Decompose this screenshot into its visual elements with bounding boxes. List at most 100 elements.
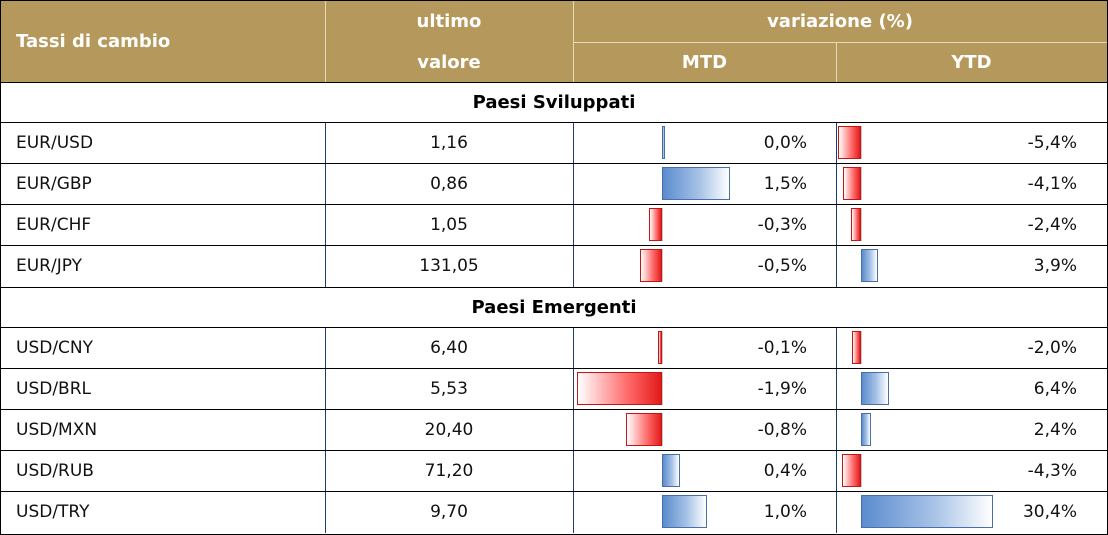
ytd-bar	[852, 331, 861, 364]
currency-pair: USD/BRL	[16, 379, 91, 399]
mtd-bar	[662, 167, 730, 200]
row-divider	[1, 409, 1107, 410]
ytd-bar	[861, 413, 872, 446]
section-heading: Paesi Emergenti	[1, 287, 1107, 328]
column-divider	[325, 492, 326, 533]
row-divider	[1, 450, 1107, 451]
ytd-change: -4,1%	[1027, 174, 1077, 194]
ytd-change: 6,4%	[1033, 379, 1077, 399]
column-divider	[836, 164, 837, 205]
ytd-change: -5,4%	[1027, 133, 1077, 153]
mtd-bar	[662, 454, 680, 487]
ytd-bar	[837, 126, 861, 159]
column-divider	[573, 492, 574, 533]
mtd-change: 0,4%	[763, 461, 807, 481]
column-divider	[573, 410, 574, 451]
mtd-change: 0,0%	[763, 133, 807, 153]
mtd-bar-axis	[662, 372, 663, 405]
header-tassi-di-cambio: Tassi di cambio	[16, 31, 171, 52]
table-row: USD/RUB 71,20 0,4% -4,3%	[1, 451, 1107, 492]
ytd-change: 30,4%	[1022, 502, 1077, 522]
column-divider	[325, 164, 326, 205]
currency-pair: USD/RUB	[16, 461, 94, 481]
mtd-bar	[662, 126, 665, 159]
header-divider	[573, 42, 1107, 43]
last-value: 5,53	[430, 379, 468, 399]
table-row: USD/BRL 5,53 -1,9% 6,4%	[1, 369, 1107, 410]
mtd-bar-axis	[662, 331, 663, 364]
mtd-bar	[662, 495, 707, 528]
ytd-bar	[843, 167, 861, 200]
mtd-bar-axis	[662, 249, 663, 282]
currency-pair: USD/TRY	[16, 502, 90, 522]
column-divider	[836, 410, 837, 451]
ytd-change: -2,0%	[1027, 338, 1077, 358]
last-value: 9,70	[430, 502, 468, 522]
column-divider	[573, 205, 574, 246]
ytd-bar	[861, 249, 878, 282]
header-variazione: variazione (%)	[767, 11, 913, 32]
mtd-change: -1,9%	[757, 379, 807, 399]
column-divider	[325, 246, 326, 287]
header-mtd: MTD	[681, 52, 728, 73]
column-divider	[573, 123, 574, 164]
mtd-change: -0,5%	[757, 256, 807, 276]
column-divider	[836, 369, 837, 410]
header-valore: valore	[417, 52, 481, 73]
table-row: USD/MXN 20,40 -0,8% 2,4%	[1, 410, 1107, 451]
mtd-change: -0,8%	[757, 420, 807, 440]
column-divider	[836, 451, 837, 492]
ytd-bar-axis	[861, 331, 862, 364]
row-divider	[1, 163, 1107, 164]
mtd-bar	[648, 208, 662, 241]
column-divider	[836, 492, 837, 533]
column-divider	[325, 123, 326, 164]
ytd-bar	[861, 372, 889, 405]
header-divider	[836, 42, 837, 82]
column-divider	[573, 369, 574, 410]
last-value: 6,40	[430, 338, 468, 358]
column-divider	[836, 205, 837, 246]
column-divider	[573, 164, 574, 205]
table-row: USD/CNY 6,40 -0,1% -2,0%	[1, 328, 1107, 369]
ytd-bar-axis	[861, 126, 862, 159]
currency-pair: USD/CNY	[16, 338, 94, 358]
mtd-bar	[639, 249, 662, 282]
column-divider	[325, 205, 326, 246]
mtd-bar	[576, 372, 662, 405]
table-row: USD/TRY 9,70 1,0% 30,4%	[1, 492, 1107, 533]
ytd-bar-axis	[861, 454, 862, 487]
header-divider	[325, 1, 326, 82]
table-row: EUR/CHF 1,05 -0,3% -2,4%	[1, 205, 1107, 246]
last-value: 1,16	[430, 133, 468, 153]
currency-pair: EUR/GBP	[16, 174, 92, 194]
header-ytd: YTD	[951, 52, 992, 73]
mtd-change: -0,3%	[757, 215, 807, 235]
last-value: 1,05	[430, 215, 468, 235]
mtd-bar-axis	[662, 208, 663, 241]
column-divider	[573, 451, 574, 492]
row-divider	[1, 245, 1107, 246]
column-divider	[836, 328, 837, 369]
currency-pair: EUR/JPY	[16, 256, 82, 276]
mtd-change: -0,1%	[757, 338, 807, 358]
column-divider	[325, 328, 326, 369]
mtd-bar-axis	[662, 413, 663, 446]
ytd-bar	[842, 454, 861, 487]
currency-pair: USD/MXN	[16, 420, 98, 440]
column-divider	[573, 246, 574, 287]
ytd-change: 2,4%	[1033, 420, 1077, 440]
last-value: 71,20	[424, 461, 474, 481]
column-divider	[325, 451, 326, 492]
row-divider	[1, 491, 1107, 492]
header-divider	[573, 1, 574, 82]
column-divider	[325, 369, 326, 410]
currency-pair: EUR/USD	[16, 133, 94, 153]
section-heading: Paesi Sviluppati	[1, 82, 1107, 123]
last-value: 20,40	[424, 420, 474, 440]
mtd-bar	[657, 331, 662, 364]
column-divider	[573, 328, 574, 369]
header-ultimo: ultimo	[416, 11, 482, 32]
column-divider	[836, 123, 837, 164]
